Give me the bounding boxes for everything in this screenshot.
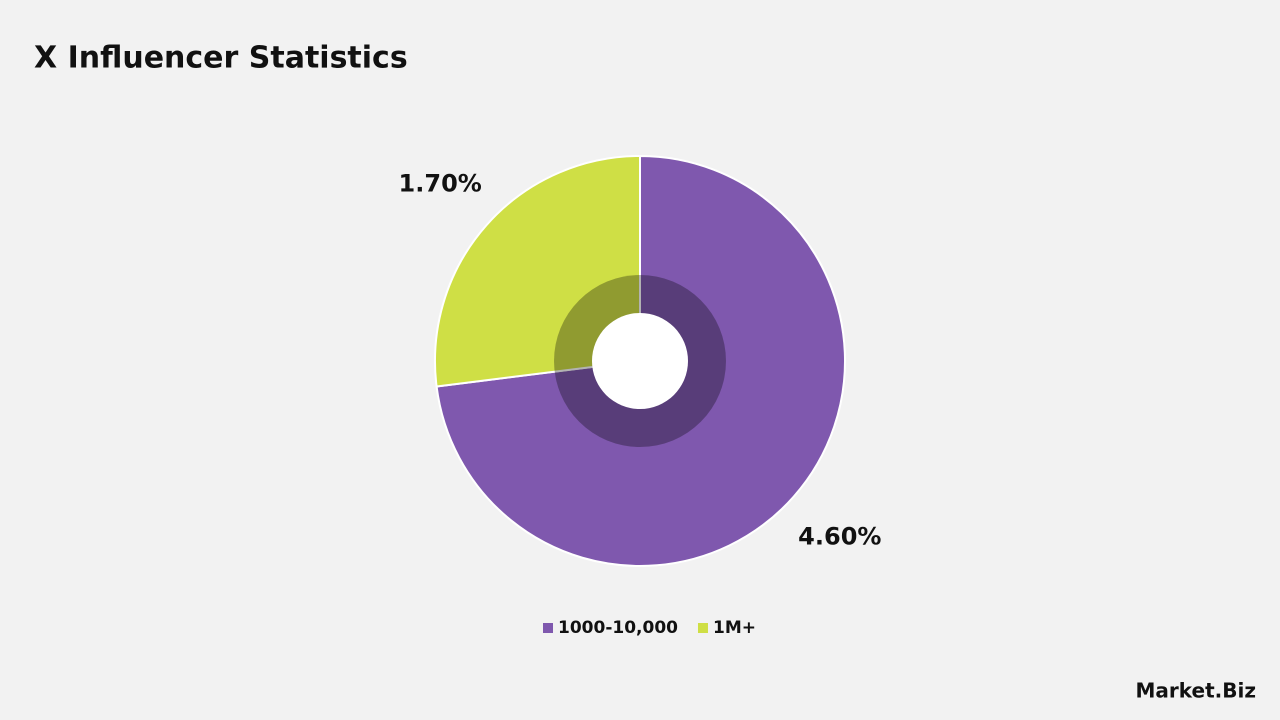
legend-label: 1000-10,000 xyxy=(558,618,678,638)
pie-slice xyxy=(434,154,641,388)
chart-title: X Influencer Statistics xyxy=(34,41,408,76)
data-label: 1.70% xyxy=(399,170,482,198)
legend-swatch xyxy=(543,623,553,633)
center-hole xyxy=(592,313,688,409)
data-label: 4.60% xyxy=(798,522,881,550)
legend-swatch xyxy=(697,623,708,633)
watermark: Market.Biz xyxy=(1136,679,1257,703)
legend-label: 1M+ xyxy=(713,618,756,638)
